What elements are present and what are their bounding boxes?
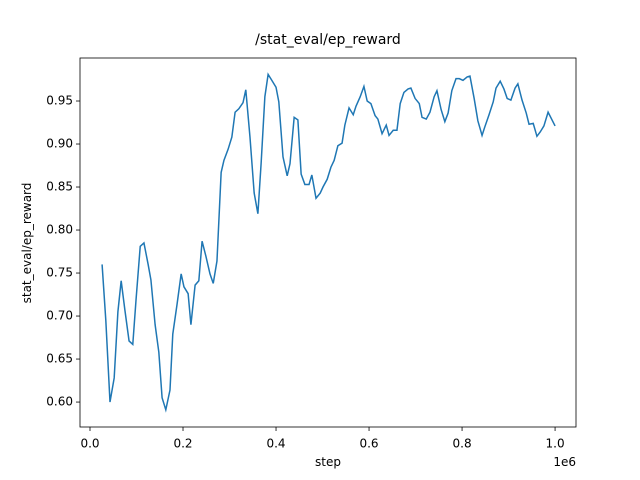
- x-tick-label: 0.2: [173, 437, 192, 451]
- y-axis-label: stat_eval/ep_reward: [20, 183, 34, 304]
- y-tick-label: 0.60: [46, 395, 73, 409]
- y-tick-label: 0.95: [46, 94, 73, 108]
- x-tick-label: 1.0: [546, 437, 565, 451]
- chart-title: /stat_eval/ep_reward: [255, 32, 401, 48]
- y-tick-label: 0.90: [46, 137, 73, 151]
- y-tick-label: 0.70: [46, 309, 73, 323]
- x-offset-label: 1e6: [553, 455, 576, 469]
- y-tick-label: 0.75: [46, 266, 73, 280]
- x-axis-label: step: [315, 455, 341, 469]
- y-tick-label: 0.80: [46, 223, 73, 237]
- x-tick-label: 0.6: [359, 437, 378, 451]
- x-tick-label: 0.8: [453, 437, 472, 451]
- plot-frame: [79, 57, 577, 428]
- y-tick-label: 0.85: [46, 180, 73, 194]
- x-tick-label: 0.4: [266, 437, 285, 451]
- x-tick-label: 0.0: [80, 437, 99, 451]
- y-tick-label: 0.65: [46, 352, 73, 366]
- data-line: [101, 72, 556, 413]
